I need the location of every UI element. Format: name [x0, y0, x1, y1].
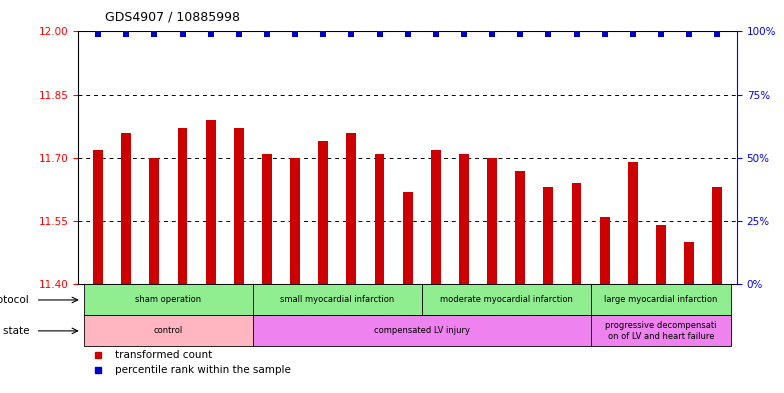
Text: sham operation: sham operation — [136, 296, 201, 305]
Bar — [515, 171, 525, 285]
Point — [570, 31, 583, 37]
Bar — [84, 316, 253, 346]
Bar — [234, 129, 244, 285]
Text: compensated LV injury: compensated LV injury — [374, 327, 470, 335]
Point — [430, 31, 442, 37]
Bar — [178, 129, 187, 285]
Point — [120, 31, 132, 37]
Text: percentile rank within the sample: percentile rank within the sample — [114, 365, 291, 375]
Bar — [150, 158, 159, 285]
Bar — [487, 158, 497, 285]
Point — [261, 31, 274, 37]
Text: moderate myocardial infarction: moderate myocardial infarction — [440, 296, 572, 305]
Bar — [431, 149, 441, 285]
Bar — [253, 285, 422, 316]
Point — [542, 31, 554, 37]
Text: disease state: disease state — [0, 326, 29, 336]
Bar — [684, 242, 694, 285]
Point — [401, 31, 414, 37]
Text: large myocardial infarction: large myocardial infarction — [604, 296, 717, 305]
Point — [458, 31, 470, 37]
Point — [289, 31, 301, 37]
Bar — [422, 285, 590, 316]
Bar — [590, 316, 731, 346]
Bar — [347, 133, 356, 285]
Text: transformed count: transformed count — [114, 350, 212, 360]
Bar — [628, 162, 637, 285]
Point — [233, 31, 245, 37]
Point — [486, 31, 499, 37]
Bar — [93, 149, 103, 285]
Point — [683, 31, 695, 37]
Bar — [656, 226, 666, 285]
Bar — [572, 183, 582, 285]
Point — [92, 31, 104, 37]
Bar — [459, 154, 469, 285]
Text: control: control — [154, 327, 183, 335]
Bar — [84, 285, 253, 316]
Bar — [205, 120, 216, 285]
Point — [514, 31, 527, 37]
Bar — [253, 316, 590, 346]
Bar — [375, 154, 384, 285]
Point — [345, 31, 358, 37]
Point — [655, 31, 667, 37]
Bar — [403, 192, 412, 285]
Point — [598, 31, 611, 37]
Bar — [262, 154, 272, 285]
Bar — [713, 187, 722, 285]
Text: small myocardial infarction: small myocardial infarction — [280, 296, 394, 305]
Bar — [590, 285, 731, 316]
Bar — [600, 217, 610, 285]
Text: progressive decompensati
on of LV and heart failure: progressive decompensati on of LV and he… — [605, 321, 717, 341]
Point — [148, 31, 161, 37]
Text: GDS4907 / 10885998: GDS4907 / 10885998 — [105, 11, 240, 24]
Point — [205, 31, 217, 37]
Point — [626, 31, 639, 37]
Bar — [543, 187, 554, 285]
Point — [373, 31, 386, 37]
Point — [711, 31, 724, 37]
Bar — [318, 141, 328, 285]
Bar — [122, 133, 131, 285]
Point — [176, 31, 189, 37]
Bar — [290, 158, 300, 285]
Point — [317, 31, 329, 37]
Text: protocol: protocol — [0, 295, 29, 305]
